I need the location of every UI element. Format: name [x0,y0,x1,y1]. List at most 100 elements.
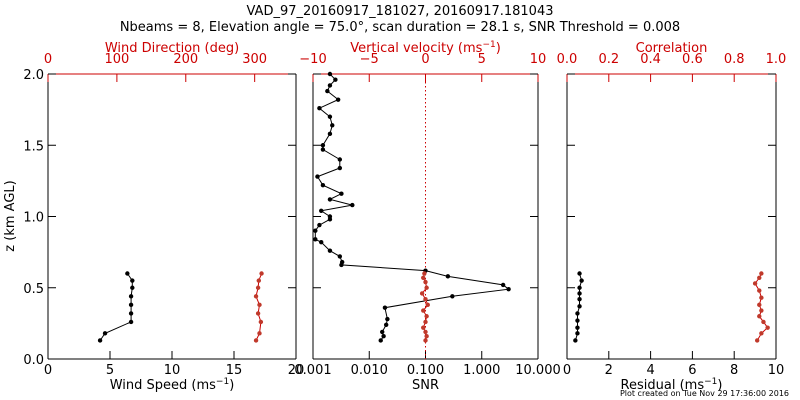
secondary-data-point [423,319,428,325]
bottom-axis-title-superscript: −1 [216,377,229,387]
primary-data-point [320,182,326,188]
primary-data-point [337,254,343,259]
bottom-axis-title-text: Residual (ms [621,378,705,393]
secondary-data-point [421,275,426,280]
primary-data-point [102,331,108,336]
primary-data-point [577,304,582,309]
secondary-data-point [419,291,425,296]
primary-data-point [325,88,330,94]
primary-data-point [577,296,582,302]
chart-title-line1: VAD_97_20160917_181027, 20160917.181043 [247,4,554,19]
primary-data-point [333,77,338,82]
top-axis-title: Correlation [636,41,708,56]
top-axis-title-suffix: ) [496,41,501,56]
bottom-tick-label: 2 [605,363,613,378]
y-tick-label: 0.5 [23,282,44,297]
primary-data-point [320,143,326,148]
bottom-tick-label: 0 [563,363,571,378]
secondary-data-point [765,325,770,330]
secondary-data-point [761,319,766,325]
y-tick-label: 1.5 [23,139,44,154]
bottom-axis-title: Wind Speed (ms−1) [110,377,235,393]
secondary-data-point [424,334,429,339]
bottom-axis-title: SNR [412,378,439,393]
top-tick-label: 300 [242,52,267,67]
secondary-data-point [423,279,428,285]
primary-data-point [317,222,322,228]
primary-data-point [577,291,582,296]
primary-data-point [330,123,335,128]
primary-data-point [575,325,580,330]
secondary-data-point [253,294,259,299]
secondary-data-point [759,308,764,313]
secondary-data-point [422,271,427,276]
bottom-axis-title: Residual (ms−1) [621,377,723,393]
secondary-data-point [424,285,429,290]
primary-data-point [317,106,322,111]
bottom-tick-label: 20 [288,363,305,378]
bottom-axis-title-suffix: ) [717,378,722,393]
primary-data-point [575,318,580,323]
bottom-tick-label: 6 [688,363,696,378]
y-tick-label: 1.0 [23,211,44,226]
primary-data-point [337,165,343,171]
secondary-data-point [423,329,428,335]
top-tick-label: 0 [421,52,429,67]
top-tick-label: 10 [530,52,547,67]
primary-data-point [335,97,341,102]
primary-data-point [128,302,134,308]
primary-data-point [128,319,134,325]
primary-data-point [315,174,320,179]
secondary-data-point [759,271,764,276]
secondary-data-point [256,278,261,283]
top-axis-title-text: Correlation [636,41,708,56]
top-axis-title: Vertical velocity (ms−1) [350,40,501,56]
primary-data-point [579,278,584,283]
bottom-axis-title-text: SNR [412,378,439,393]
primary-data-point [327,248,333,253]
bottom-tick-label: 8 [730,363,738,378]
primary-data-point [313,228,318,233]
y-axis-title: z (km AGL) [3,180,18,251]
primary-data-point [575,331,580,336]
bottom-tick-label: 10 [164,363,181,378]
secondary-data-point [255,311,261,316]
chart-footer: Plot created on Tue Nov 29 17:36:00 2016 [620,389,789,398]
secondary-series-line [255,273,263,341]
primary-data-point [320,147,326,152]
bottom-axis-title-superscript: −1 [704,377,717,387]
bottom-tick-label: 0 [44,363,52,378]
top-tick-label: 0.2 [598,52,619,67]
primary-data-point [573,338,578,343]
secondary-data-point [424,314,429,319]
secondary-data-point [754,338,760,343]
secondary-data-point [258,319,264,325]
top-tick-label: 0.0 [557,52,578,67]
top-axis-title: Wind Direction (deg) [105,41,239,56]
primary-data-point [125,271,130,276]
primary-data-point [313,237,318,242]
primary-data-point [319,208,324,213]
bottom-axis-title-suffix: ) [229,378,234,393]
secondary-data-point [759,295,764,300]
primary-data-point [327,71,333,77]
y-tick-label: 0.0 [23,353,44,368]
bottom-axis-title-text: Wind Speed (ms [110,378,216,393]
primary-data-point [350,202,355,208]
primary-data-point [380,329,385,335]
primary-data-point [130,285,135,290]
secondary-data-point [257,331,262,336]
top-tick-label: −10 [299,52,326,67]
top-tick-label: 0.6 [682,52,703,67]
secondary-data-point [423,296,428,302]
y-tick-label: 2.0 [23,68,44,83]
primary-data-point [378,338,383,343]
primary-data-point [382,305,388,310]
secondary-data-point [757,288,762,293]
primary-data-point [128,294,134,299]
primary-data-point [327,197,333,202]
primary-data-point [385,316,390,322]
primary-data-point [445,274,451,279]
secondary-data-point [253,338,259,343]
primary-data-point [383,322,389,327]
